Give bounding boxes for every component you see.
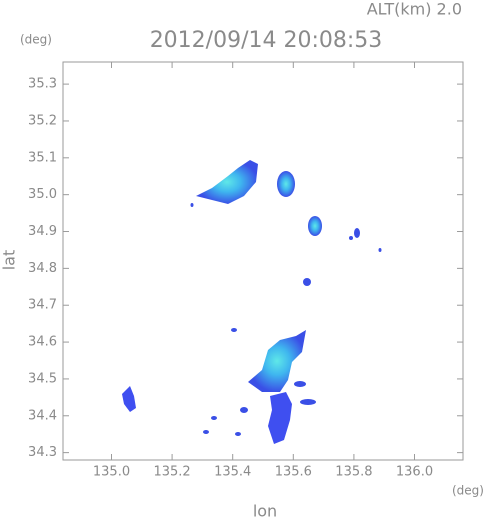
echo bbox=[240, 407, 248, 413]
echo bbox=[268, 392, 292, 444]
x-tick-label: 135.8 bbox=[335, 465, 372, 480]
y-tick-label: 35.3 bbox=[28, 77, 57, 92]
plot-frame bbox=[62, 61, 464, 461]
y-unit: (deg) bbox=[20, 33, 52, 47]
y-tick-label: 34.9 bbox=[28, 224, 57, 239]
y-tick-label: 34.4 bbox=[28, 408, 57, 423]
x-tick-label: 135.6 bbox=[275, 465, 312, 480]
echo bbox=[300, 399, 316, 405]
x-tick-label: 135.2 bbox=[153, 465, 190, 480]
echo bbox=[235, 432, 241, 436]
echo bbox=[248, 330, 306, 392]
echo bbox=[196, 160, 258, 204]
echo bbox=[308, 216, 322, 236]
echo bbox=[354, 228, 360, 238]
y-tick-label: 34.8 bbox=[28, 261, 57, 276]
echo bbox=[303, 278, 311, 286]
x-tick-label: 135.0 bbox=[93, 465, 130, 480]
echo bbox=[294, 381, 306, 387]
echo bbox=[190, 203, 194, 207]
y-tick-label: 34.5 bbox=[28, 371, 57, 386]
y-axis-label: lat bbox=[0, 250, 19, 271]
echo bbox=[203, 430, 209, 434]
echo bbox=[277, 171, 295, 197]
echo bbox=[211, 416, 217, 420]
x-tick-label: 135.4 bbox=[214, 465, 251, 480]
x-tick-label: 136.0 bbox=[396, 465, 433, 480]
echo bbox=[378, 248, 382, 252]
x-unit: (deg) bbox=[452, 484, 484, 498]
y-tick-label: 34.7 bbox=[28, 298, 57, 313]
echo bbox=[349, 236, 353, 240]
radar-echoes bbox=[122, 160, 382, 444]
y-tick-label: 35.2 bbox=[28, 113, 57, 128]
y-tick-label: 34.3 bbox=[28, 445, 57, 460]
echo bbox=[122, 386, 136, 412]
y-tick-label: 35.1 bbox=[28, 150, 57, 165]
altitude-label: ALT(km) 2.0 bbox=[367, 0, 462, 19]
y-tick-label: 34.6 bbox=[28, 335, 57, 350]
x-axis-label: lon bbox=[253, 502, 277, 521]
y-tick-label: 35.0 bbox=[28, 187, 57, 202]
echo bbox=[231, 328, 237, 332]
chart-title: 2012/09/14 20:08:53 bbox=[150, 28, 383, 53]
